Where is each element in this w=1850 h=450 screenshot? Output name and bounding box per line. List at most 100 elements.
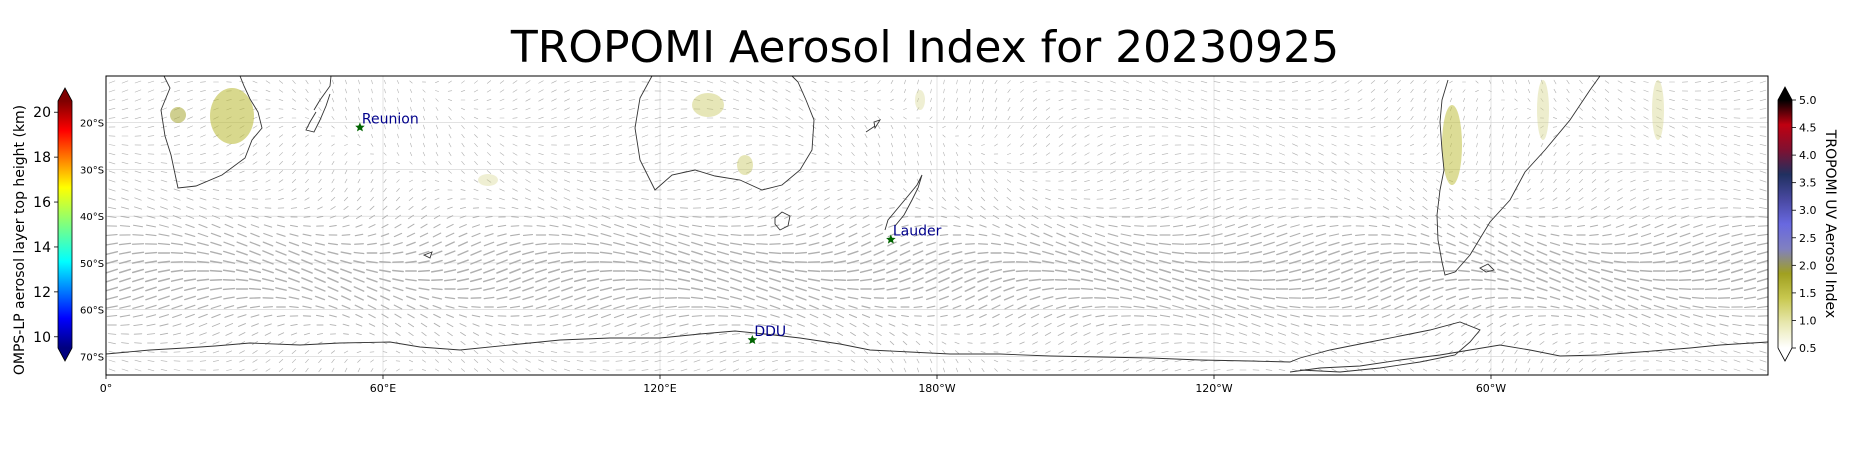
wind-vector [903,133,907,139]
wind-vector [314,277,326,283]
wind-vector [654,180,662,182]
wind-vector [512,359,518,363]
wind-vector [612,278,626,282]
wind-vector [1745,207,1755,209]
wind-vector [794,277,808,283]
wind-vector [199,360,207,362]
wind-vector [1109,332,1117,336]
wind-vector [1471,278,1483,282]
wind-vector [837,152,843,156]
wind-vector [1367,295,1379,301]
right-colorbar-ticks: 0.51.01.52.02.53.03.54.04.55.0 [1792,94,1817,355]
wind-vector [1579,152,1583,156]
wind-vector [534,259,548,265]
wind-vector [1733,170,1741,174]
wind-vector [1540,160,1544,166]
right-cb-tick-label-7: 4.0 [1799,149,1817,162]
wind-vector [343,350,349,354]
wind-vector [1759,135,1767,137]
wind-vector [719,188,727,192]
wind-vector [1566,116,1570,120]
wind-vector [1082,314,1092,318]
wind-vector [1707,350,1715,354]
wind-vector [1071,180,1077,182]
wind-vector [1110,368,1116,372]
wind-vector [301,250,313,256]
wind-vector [1423,80,1427,84]
wind-vector [1122,359,1130,363]
wind-vector [1006,197,1012,201]
lat-label-2: 40°S [80,212,104,223]
wind-vector [1733,90,1741,92]
wind-vector [1264,332,1274,336]
wind-vector [394,313,402,319]
wind-vector [1279,125,1285,129]
wind-vector [134,98,142,102]
wind-vector [1396,206,1402,210]
wind-vector [850,90,856,92]
wind-vector [1303,314,1313,318]
wind-vector [1265,134,1273,138]
wind-vector [993,359,999,363]
wind-vector [499,161,505,165]
lon-tick-label-2: 120°E [643,382,676,395]
wind-vector [563,368,571,372]
wind-vector [1097,125,1103,129]
wind-vector [1667,313,1677,319]
wind-vector [851,143,855,147]
wind-vector [955,196,959,202]
wind-vector [564,125,570,129]
wind-vector [1226,134,1234,138]
wind-vector [1265,125,1273,129]
wind-vector [1408,224,1416,228]
wind-vector [1515,133,1517,139]
wind-vector [384,80,386,84]
wind-vector [433,215,441,219]
wind-vector [1185,233,1197,237]
wind-vector [849,215,857,219]
wind-vector [525,161,531,165]
wind-vector [641,116,649,120]
wind-vector [108,170,116,174]
wind-vector [1236,287,1250,291]
wind-vector [847,296,859,300]
wind-vector [1513,331,1519,337]
wind-vector [1553,152,1557,156]
wind-vector [1566,152,1570,156]
wind-vector [837,189,843,191]
wind-vector [1107,241,1119,247]
wind-vector [1565,197,1571,201]
wind-vector [1694,170,1702,174]
wind-vector [251,332,259,336]
wind-vector [431,259,443,265]
wind-vector [1447,223,1455,229]
wind-vector [811,197,817,201]
wind-vector [1251,215,1261,219]
wind-vector [1743,296,1757,300]
wind-vector [1665,287,1679,291]
wind-vector [1081,259,1093,265]
coast-australia [634,76,815,191]
wind-vector [200,134,206,138]
wind-vector [654,116,662,120]
wind-vector [1540,169,1544,175]
wind-vector [1301,278,1315,282]
wind-vector [1630,179,1636,183]
wind-vector [147,89,155,93]
wind-vector [396,152,400,156]
wind-vector [1318,80,1324,84]
wind-vector [499,359,505,363]
wind-vector [379,260,391,264]
wind-vector [1575,295,1587,301]
wind-vector [278,179,284,183]
wind-vector [393,232,403,238]
wind-vector [1120,268,1132,274]
wind-vector [1461,188,1467,192]
wind-vector [587,313,599,319]
wind-vector [1680,323,1690,327]
wind-vector [1331,350,1337,354]
wind-vector [877,80,881,84]
wind-vector [340,251,352,255]
wind-vector [1006,179,1012,183]
wind-vector [384,106,386,112]
